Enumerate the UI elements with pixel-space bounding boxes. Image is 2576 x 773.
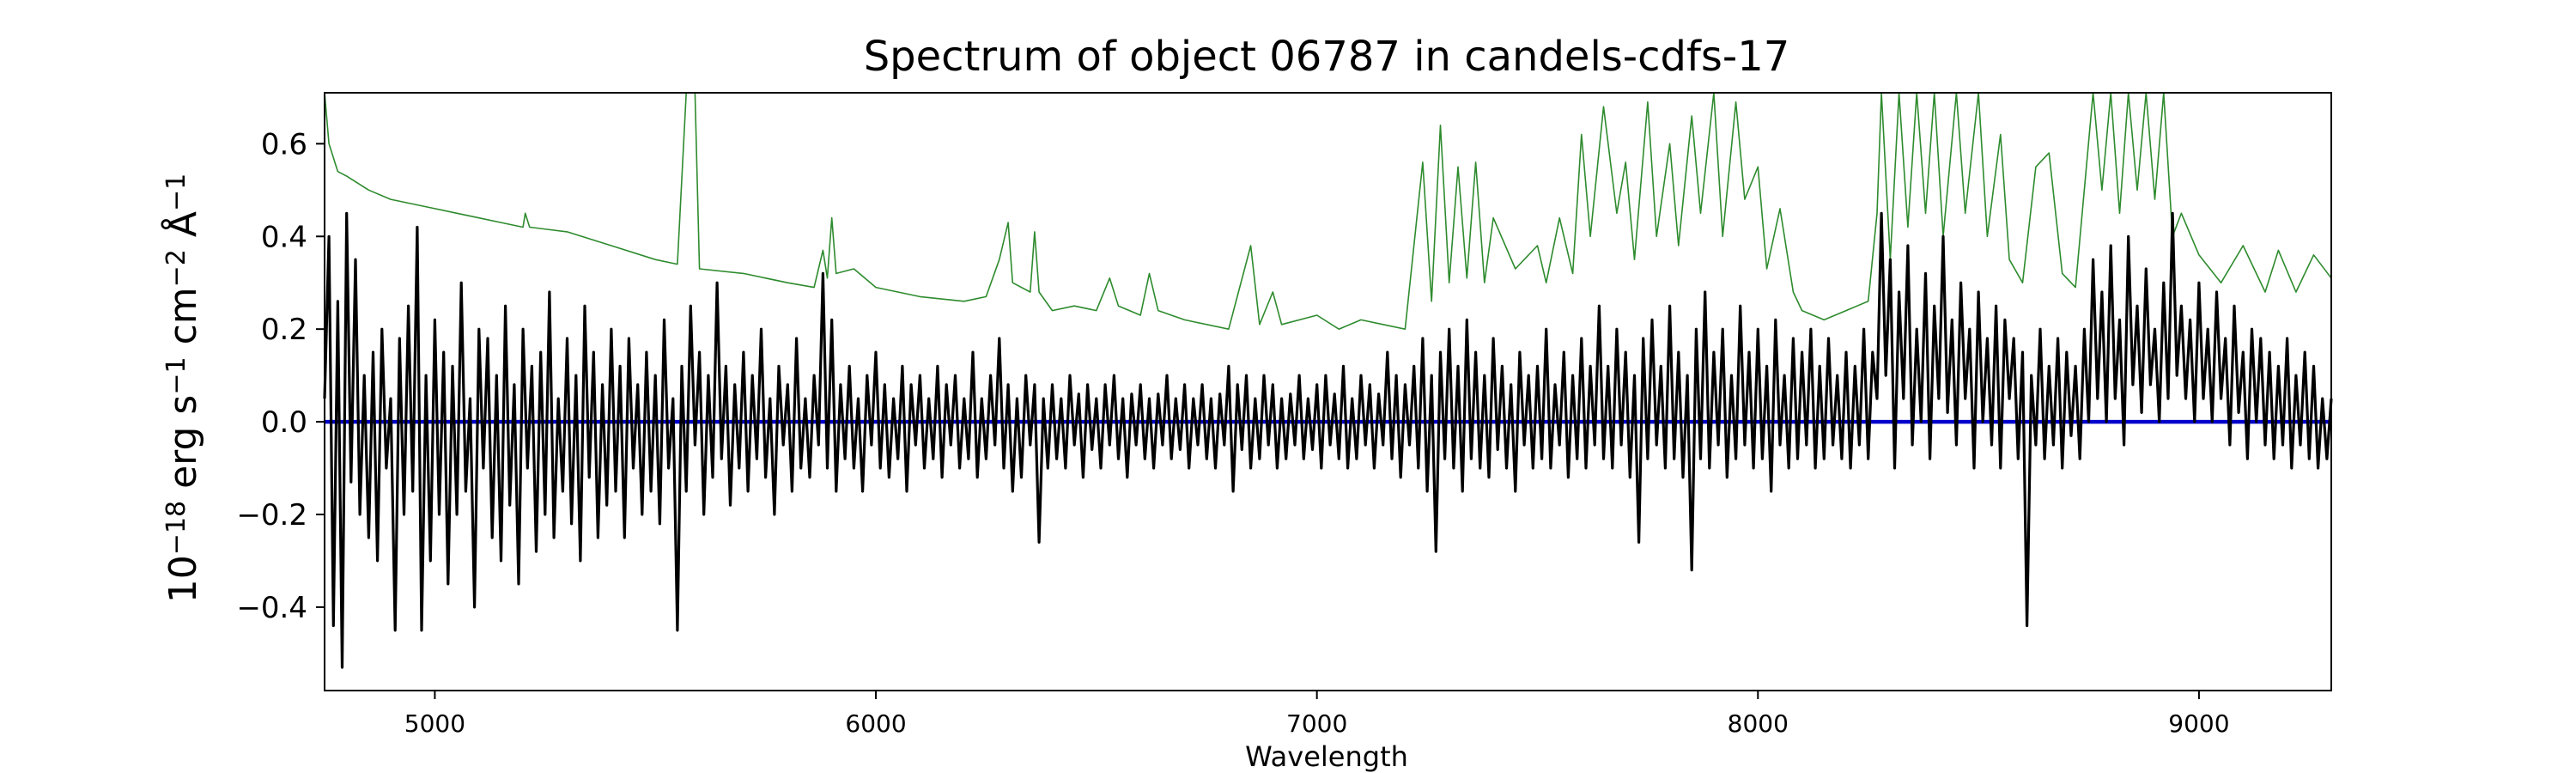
x-tick-label: 6000 xyxy=(845,709,906,738)
x-tick-label: 8000 xyxy=(1728,709,1789,738)
plot-area xyxy=(323,92,2333,669)
error-series xyxy=(324,92,2332,331)
chart-title: Spectrum of object 06787 in candels-cdfs… xyxy=(864,33,1790,81)
flux-line xyxy=(323,211,2333,669)
flux-series xyxy=(323,211,2333,669)
y-label-text: 10 xyxy=(161,555,205,603)
y-label-superscript: −1 xyxy=(161,173,191,211)
y-tick-label: 0.6 xyxy=(261,127,307,161)
x-tick-label: 7000 xyxy=(1286,709,1347,738)
y-label-text: erg s xyxy=(161,395,205,501)
x-axis-label: Wavelength xyxy=(1245,740,1408,773)
y-tick-label: 0.0 xyxy=(261,405,307,440)
y-label-text: cm xyxy=(161,287,205,356)
y-label-superscript: −18 xyxy=(161,501,191,555)
y-tick-label: −0.4 xyxy=(236,591,307,625)
x-tick-label: 5000 xyxy=(404,709,465,738)
y-label-text: Å xyxy=(160,211,205,249)
error-line xyxy=(324,92,2332,331)
y-label-superscript: −2 xyxy=(161,249,191,287)
plot-frame xyxy=(324,92,2332,691)
y-tick-label: 0.4 xyxy=(261,220,307,254)
y-label-superscript: −1 xyxy=(161,356,191,394)
y-tick-label: 0.2 xyxy=(261,313,307,347)
y-axis-ticks: −0.4 −0.2 0.0 0.2 0.4 0.6 xyxy=(236,127,325,625)
y-tick-label: −0.2 xyxy=(236,498,307,533)
x-tick-label: 9000 xyxy=(2168,709,2229,738)
x-axis-ticks: 5000 6000 7000 8000 9000 xyxy=(404,691,2230,738)
y-axis-label: 10−18 erg s−1 cm−2 Å−1 xyxy=(160,173,205,603)
